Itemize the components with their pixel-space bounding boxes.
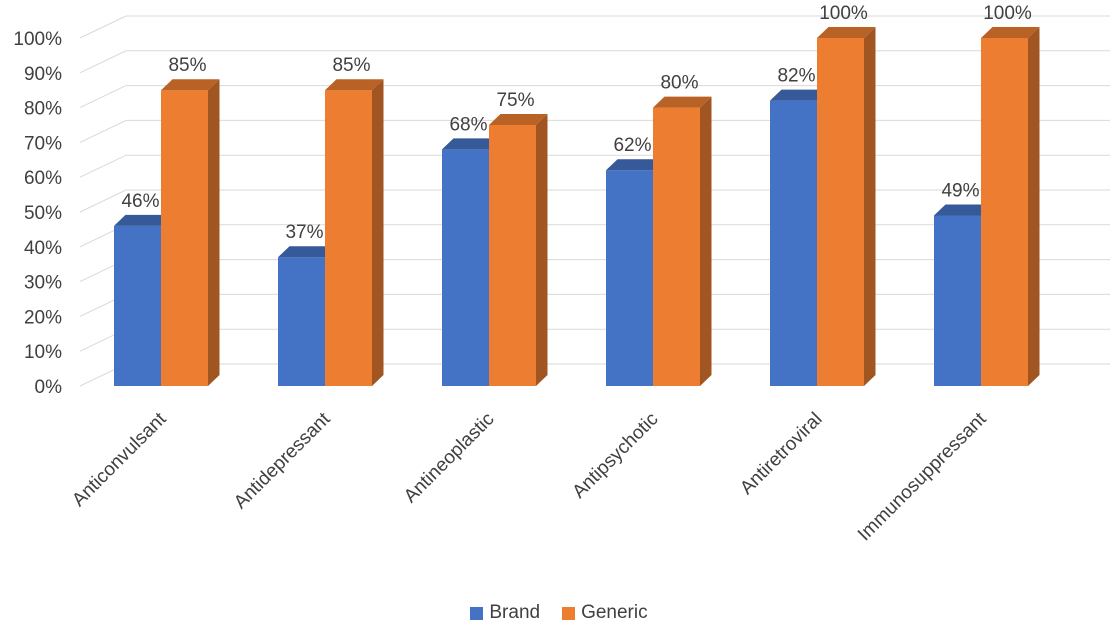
- bar-front: [981, 38, 1028, 386]
- y-tick-label: 60%: [24, 168, 62, 189]
- y-axis: 0% 10% 20% 30% 40% 50% 60% 70% 80% 90% 100%: [13, 29, 62, 398]
- bar-front: [770, 100, 817, 386]
- bar-top: [817, 27, 876, 38]
- bar-front: [934, 215, 981, 386]
- y-tick-label: 40%: [24, 238, 62, 259]
- bar-top: [114, 214, 173, 226]
- legend-label-generic: Generic: [581, 602, 648, 623]
- bar-chart: 0% 10% 20% 30% 40% 50% 60% 70% 80% 90% 100% 46% 85%…: [13, 3, 1110, 545]
- data-label: 85%: [332, 55, 370, 76]
- x-tick-label: Antineoplastic: [400, 409, 498, 507]
- legend-label-brand: Brand: [489, 602, 541, 623]
- data-label: 82%: [777, 66, 815, 87]
- legend-item-generic: Generic: [562, 602, 648, 624]
- legend: Brand Generic: [0, 602, 1118, 624]
- bar-generic-antiretroviral: [817, 27, 876, 386]
- bar-top: [442, 138, 501, 150]
- x-tick-label: Antidepressant: [230, 408, 335, 513]
- gridline: [79, 50, 1110, 74]
- data-label: 37%: [285, 222, 323, 243]
- y-tick-label: 70%: [24, 133, 62, 154]
- legend-item-brand: Brand: [470, 602, 540, 624]
- bar-side: [372, 79, 384, 386]
- y-tick-label: 30%: [24, 273, 62, 294]
- y-tick-label: 90%: [24, 64, 62, 85]
- bar-generic-antidepressant: [325, 79, 384, 386]
- bar-generic-antipsychotic: [653, 96, 712, 386]
- gridline: [79, 119, 1110, 143]
- bar-top: [606, 159, 665, 171]
- data-label: 46%: [121, 191, 159, 212]
- y-tick-label: 100%: [13, 29, 62, 50]
- y-tick-label: 50%: [24, 203, 62, 224]
- x-tick-label: Anticonvulsant: [68, 408, 171, 511]
- data-label: 49%: [941, 180, 979, 201]
- bar-side: [700, 96, 712, 386]
- data-label: 100%: [819, 3, 868, 24]
- bar-top: [278, 246, 337, 258]
- y-tick-label: 20%: [24, 307, 62, 328]
- legend-swatch-brand: [470, 606, 484, 620]
- bar-front: [653, 107, 700, 386]
- bar-generic-anticonvulsant: [161, 79, 220, 386]
- bar-top: [653, 96, 712, 108]
- y-tick-label: 0%: [35, 377, 63, 398]
- gridline: [79, 154, 1110, 178]
- bar-side: [536, 114, 548, 386]
- bar-top: [161, 79, 220, 91]
- data-label: 100%: [983, 3, 1032, 24]
- bar-side: [208, 79, 220, 386]
- y-tick-label: 10%: [24, 342, 62, 363]
- bar-front: [114, 225, 161, 386]
- bars: 46% 85% 37% 85% 68% 75% 62% 80% 82% 100% 49% 100%: [114, 3, 1040, 386]
- x-tick-label: Immunosuppressant: [854, 408, 991, 545]
- data-label: 62%: [613, 135, 651, 156]
- bar-top: [770, 89, 829, 101]
- legend-swatch-generic: [562, 606, 576, 620]
- bar-generic-antineoplastic: [489, 114, 548, 386]
- bar-side: [1028, 27, 1040, 386]
- bar-top: [325, 79, 384, 91]
- data-label: 75%: [496, 90, 534, 111]
- bar-front: [489, 125, 536, 386]
- bar-side: [864, 27, 876, 386]
- x-tick-label: Antipsychotic: [569, 409, 663, 503]
- data-label: 85%: [168, 55, 206, 76]
- data-label: 68%: [449, 114, 487, 135]
- x-axis: Anticonvulsant Antidepressant Antineoplast…: [68, 408, 991, 545]
- bar-front: [325, 90, 372, 386]
- bar-front: [606, 170, 653, 386]
- bar-front: [278, 257, 325, 386]
- data-label: 80%: [660, 73, 698, 94]
- bar-top: [981, 27, 1040, 38]
- bar-front: [442, 149, 489, 386]
- gridline: [79, 85, 1110, 109]
- bar-front: [817, 38, 864, 386]
- bar-top: [934, 204, 993, 216]
- x-tick-label: Antiretroviral: [736, 409, 826, 499]
- bar-front: [161, 90, 208, 386]
- gridline: [79, 15, 1110, 39]
- bar-top: [489, 114, 548, 125]
- bar-generic-immunosuppressant: [981, 27, 1040, 386]
- y-tick-label: 80%: [24, 99, 62, 120]
